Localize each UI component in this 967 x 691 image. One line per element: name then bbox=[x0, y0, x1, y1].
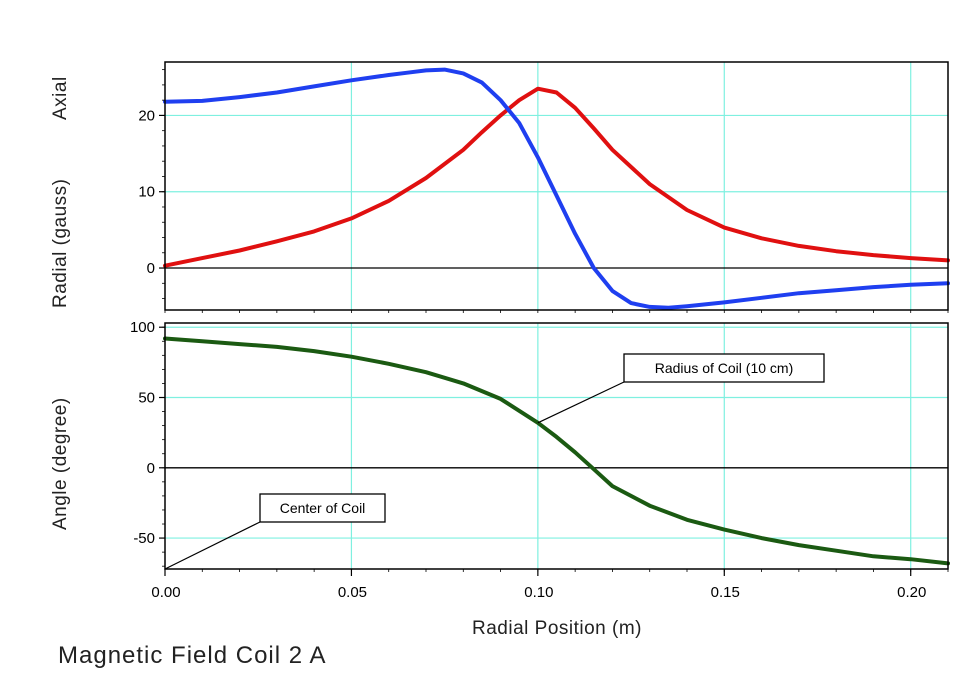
bottom-series-group bbox=[163, 336, 950, 566]
series-line-angle bbox=[163, 336, 950, 566]
bot-xtick-label-4: 0.20 bbox=[897, 584, 926, 601]
bot-xtick-label-1: 0.05 bbox=[338, 584, 367, 601]
annotation-box-0 bbox=[623, 353, 825, 383]
top-ytick-label-1: 10 bbox=[138, 184, 155, 201]
series-line-radial bbox=[163, 67, 950, 310]
bottom-minor-ticks bbox=[162, 326, 949, 572]
bottom-angle-chart: -50 0 50 100 0.00 0.05 0.10 0.15 0.20 Radius of… bbox=[50, 319, 950, 639]
bottom-y-ticks: -50 0 50 100 bbox=[130, 319, 165, 547]
top-ytick-label-0: 0 bbox=[147, 260, 155, 277]
bot-ytick-label-3: 100 bbox=[130, 319, 155, 336]
bottom-plot-area bbox=[165, 323, 948, 569]
bottom-annotations: Radius of Coil (10 cm) Center of Coil bbox=[164, 353, 825, 570]
angle-ylabel: Angle (degree) bbox=[50, 397, 71, 530]
top-field-chart: 0 10 20 Radial (gauss) Axial bbox=[50, 61, 950, 313]
axial-ylabel: Axial bbox=[50, 76, 71, 120]
bot-xtick-label-3: 0.15 bbox=[711, 584, 740, 601]
annotation-label-0: Radius of Coil (10 cm) bbox=[655, 360, 794, 376]
series-line-axial bbox=[163, 86, 950, 268]
top-plot-area bbox=[165, 62, 948, 310]
bot-xtick-label-0: 0.00 bbox=[151, 584, 180, 601]
top-y-ticks: 0 10 20 bbox=[138, 107, 165, 277]
bot-ytick-label-0: -50 bbox=[133, 530, 155, 547]
annotation-leader-0 bbox=[537, 381, 625, 424]
annotation-box-1 bbox=[259, 493, 386, 523]
top-series-group bbox=[163, 67, 950, 310]
annotation-label-1: Center of Coil bbox=[280, 500, 366, 516]
top-plot-frame bbox=[164, 61, 949, 311]
radial-gauss-ylabel: Radial (gauss) bbox=[50, 179, 71, 309]
bottom-x-ticks: 0.00 0.05 0.10 0.15 0.20 bbox=[151, 569, 926, 601]
top-minor-ticks bbox=[162, 69, 949, 313]
bottom-plot-frame bbox=[164, 322, 949, 570]
bot-ytick-label-1: 0 bbox=[147, 460, 155, 477]
bot-ytick-label-2: 50 bbox=[138, 390, 155, 407]
figure-caption: Magnetic Field Coil 2 A bbox=[58, 642, 326, 669]
annotation-leader-1 bbox=[164, 521, 261, 570]
bot-xtick-label-2: 0.10 bbox=[524, 584, 553, 601]
x-axis-label: Radial Position (m) bbox=[472, 618, 642, 639]
top-ytick-label-2: 20 bbox=[138, 107, 155, 124]
